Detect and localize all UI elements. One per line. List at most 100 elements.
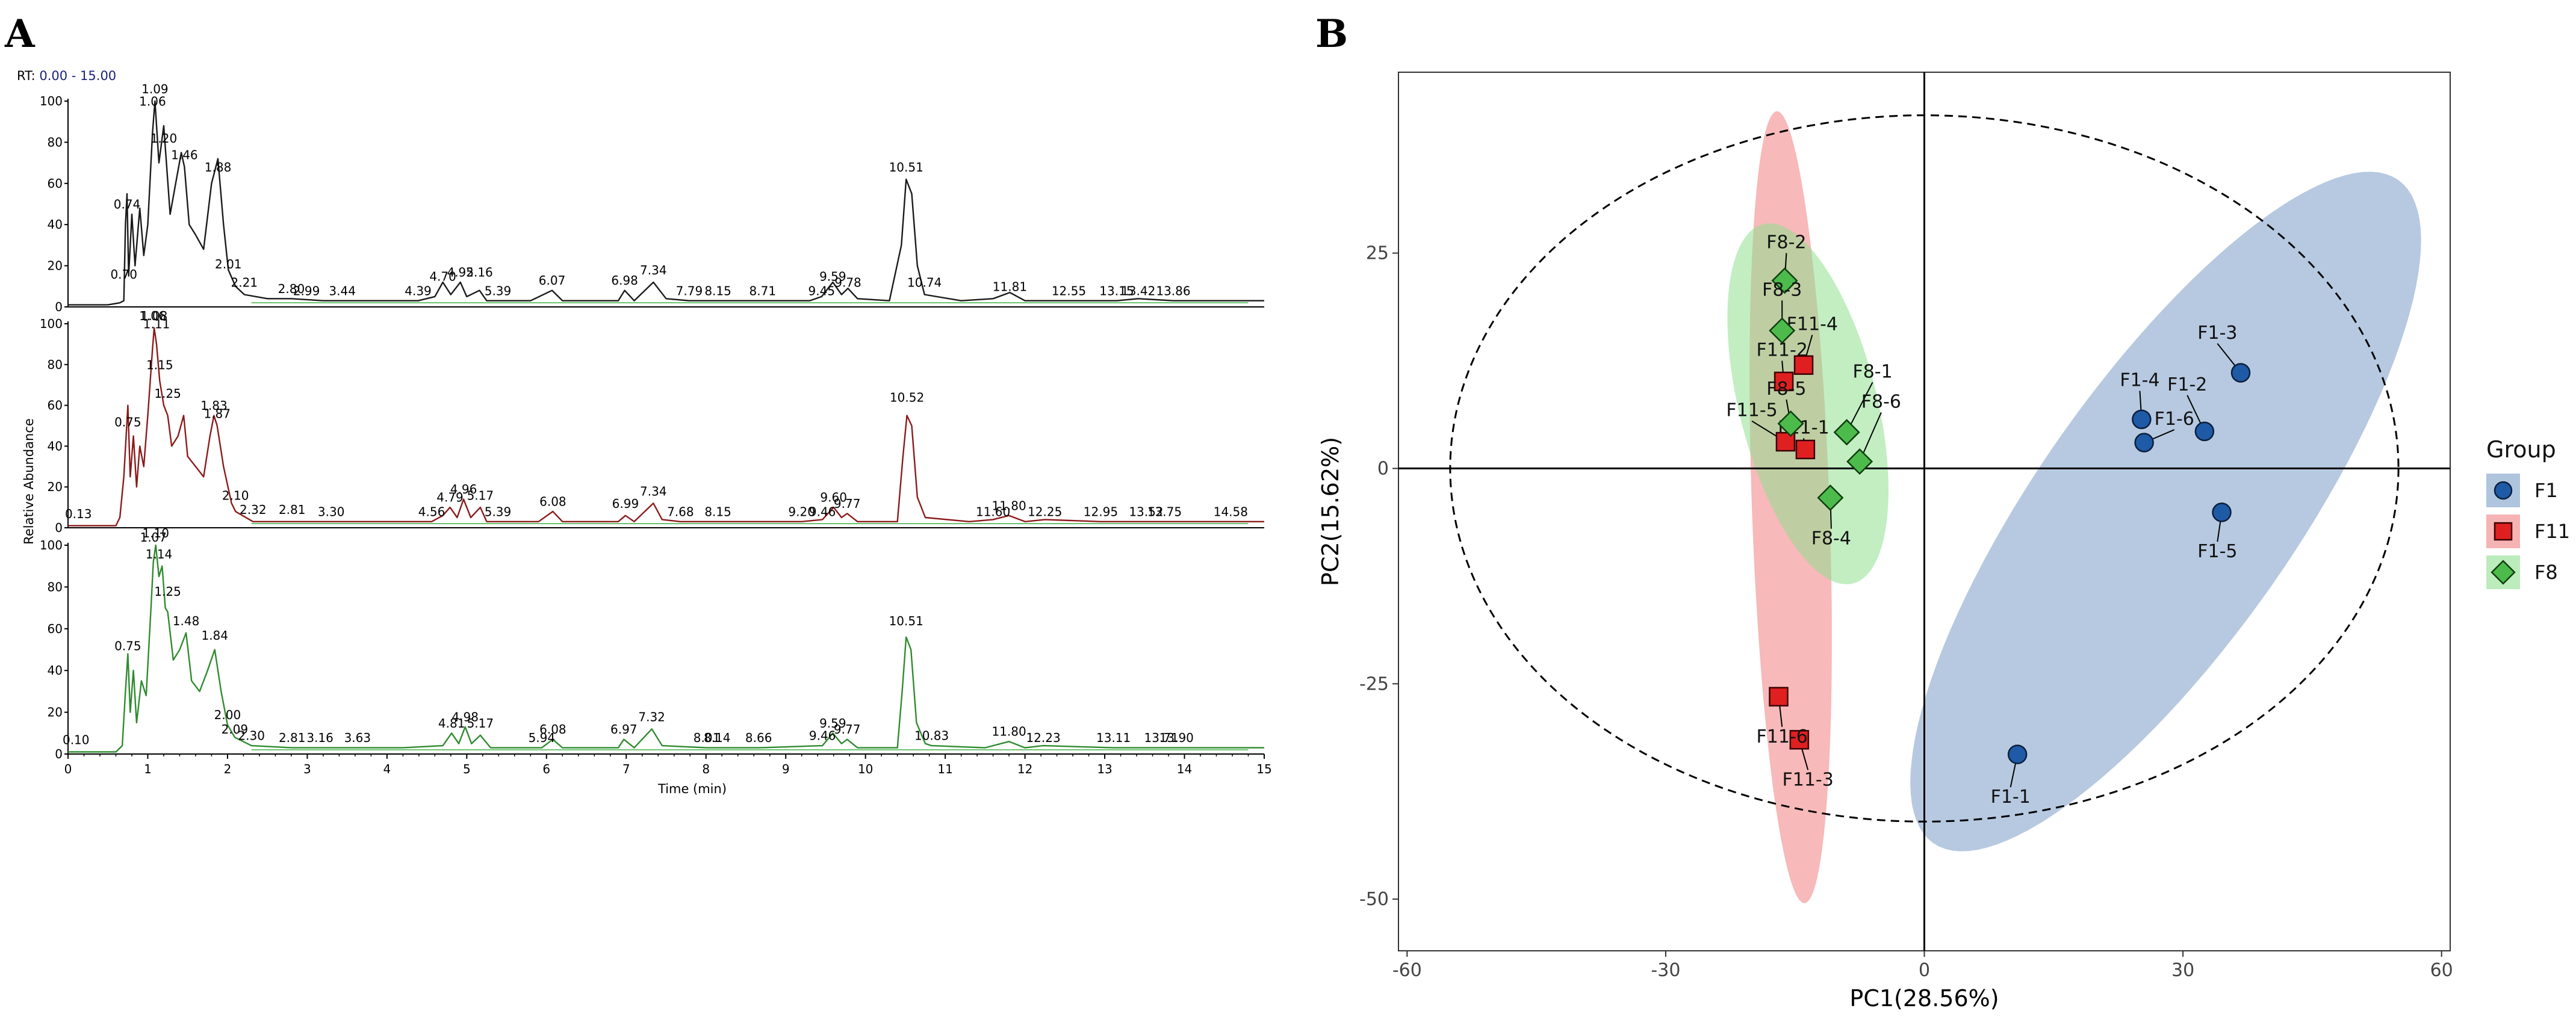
- peak-label: 9.45: [808, 283, 836, 298]
- peak-label: 13.75: [1147, 504, 1182, 519]
- peak-label: 11.60: [976, 504, 1010, 519]
- peak-label: 4.39: [405, 283, 432, 298]
- peak-label: 4.98: [452, 709, 479, 724]
- peak-label: 6.08: [539, 494, 566, 508]
- peak-label: 9.59: [819, 269, 846, 283]
- x-tick-label: -30: [1651, 960, 1680, 981]
- peak-label: 0.74: [114, 197, 141, 212]
- ellipse-F8: [1727, 223, 1889, 584]
- point-label: F11-6: [1757, 726, 1808, 747]
- peak-label: 13.15: [1099, 283, 1134, 298]
- point-label: F1-4: [2120, 370, 2159, 391]
- y-tick-label: 40: [48, 663, 63, 678]
- peak-label: 1.87: [203, 407, 231, 421]
- legend-title: Group: [2486, 436, 2556, 463]
- point-F8-2: F8-2: [1766, 232, 1807, 294]
- peak-label: 11.81: [993, 279, 1027, 294]
- diamond-marker: [1846, 448, 1873, 475]
- peak-label: 13.90: [1159, 731, 1194, 745]
- x-tick-label: 5: [463, 762, 471, 776]
- peak-label: 13.71: [1144, 731, 1178, 745]
- peak-label: 1.09: [141, 82, 169, 96]
- square-marker: [1789, 730, 1810, 750]
- peak-label: 10.52: [890, 391, 924, 405]
- peak-label: 12.25: [1028, 504, 1062, 519]
- peak-label: 2.80: [278, 282, 305, 296]
- point-label: F8-2: [1766, 232, 1806, 253]
- x-tick-label: 1: [144, 762, 152, 776]
- peak-label: 3.16: [306, 731, 334, 745]
- point-F1-2: F1-2: [2167, 374, 2215, 442]
- x-tick-label: 0: [1919, 960, 1930, 981]
- peak-label: 13.86: [1156, 283, 1190, 298]
- peak-label: 4.92: [447, 265, 474, 280]
- peak-label: 7.68: [667, 504, 694, 519]
- peak-label: 4.81: [438, 716, 465, 731]
- peak-label: 2.81: [279, 502, 306, 517]
- peak-label: 9.77: [834, 722, 861, 737]
- peak-label: 0.10: [63, 733, 90, 747]
- peak-label: 12.55: [1052, 283, 1086, 298]
- point-label: F11-4: [1787, 314, 1838, 335]
- peak-label: 2.81: [279, 731, 306, 745]
- diamond-marker: [1769, 317, 1796, 344]
- legend-label: F11: [2534, 520, 2570, 543]
- square-marker: [1795, 439, 1816, 460]
- peak-label: 0.75: [114, 638, 141, 653]
- y-tick-label: 100: [40, 538, 63, 552]
- peak-label: 13.42: [1121, 283, 1155, 298]
- ellipse-F1: [1910, 172, 2421, 852]
- point-label: F11-3: [1783, 769, 1834, 790]
- x-tick-label: 10: [858, 762, 873, 776]
- circle-marker: [2007, 744, 2028, 764]
- peak-label: 10.83: [914, 729, 949, 743]
- chromatogram-trace: [68, 100, 1264, 306]
- legend-item-F8: F8: [2486, 555, 2558, 589]
- diamond-marker: [1817, 484, 1844, 512]
- peak-label: 7.34: [640, 263, 667, 277]
- peak-label: 8.01: [694, 731, 721, 745]
- peak-label: 1.25: [154, 386, 181, 401]
- peak-label: 1.15: [146, 357, 173, 372]
- peak-label: 1.25: [154, 584, 181, 599]
- peak-label: 2.32: [240, 502, 267, 517]
- peak-label: 7.79: [676, 283, 703, 298]
- x-tick-label: 12: [1017, 762, 1032, 776]
- chromatogram-trace: [68, 544, 1264, 753]
- legend-label: F8: [2534, 561, 2558, 584]
- peak-label: 6.98: [611, 273, 638, 288]
- panel-a-chromatograms: RT: 0.00 - 15.00 Relative Abundance Time…: [17, 69, 1272, 796]
- peak-label: 13.52: [1129, 504, 1163, 519]
- y-tick-label: -50: [1359, 889, 1389, 910]
- point-F8-3: F8-3: [1762, 279, 1802, 344]
- diamond-marker: [1777, 410, 1804, 437]
- peak-label: 8.71: [750, 283, 777, 298]
- legend-square-marker: [2494, 522, 2513, 541]
- peak-label: 5.39: [485, 283, 512, 298]
- x-tick-label: 13: [1097, 762, 1112, 776]
- point-label: F1-3: [2197, 323, 2237, 344]
- point-label: F1-1: [1991, 787, 2031, 808]
- peak-label: 1.08: [141, 309, 168, 323]
- peak-label: 1.46: [171, 148, 198, 162]
- y-tick-label: 40: [48, 217, 63, 232]
- point-F8-1: F8-1: [1833, 361, 1893, 446]
- peak-label: 8.15: [704, 504, 731, 519]
- peak-label: 11.80: [992, 498, 1026, 513]
- peak-label: 2.01: [215, 257, 242, 271]
- pca-legend: Group F1 F11 F8: [2486, 436, 2570, 589]
- peak-label: 6.07: [539, 273, 566, 288]
- panel-b-pca-plot: F1-1F1-2F1-3F1-4F1-5F1-6F11-1F11-2F11-3F…: [1317, 72, 2570, 1012]
- legend-item-F11: F11: [2486, 515, 2570, 548]
- peak-label: 4.70: [429, 269, 456, 283]
- peak-label: 12.23: [1026, 731, 1060, 745]
- peak-label: 7.32: [638, 709, 665, 724]
- chromatogram-3: 0 20 40 60 80 100 0.10 0.75 1.071.10 1.14 1.25 1.48…: [40, 526, 1264, 761]
- legend-item-F1: F1: [2486, 474, 2558, 507]
- point-F11-3: F11-3: [1783, 730, 1834, 790]
- x-tick-label: 3: [303, 762, 311, 776]
- panel-b-label: B: [1315, 11, 1348, 57]
- peak-label: 2.21: [231, 276, 258, 290]
- x-tick-label: 14: [1177, 762, 1192, 776]
